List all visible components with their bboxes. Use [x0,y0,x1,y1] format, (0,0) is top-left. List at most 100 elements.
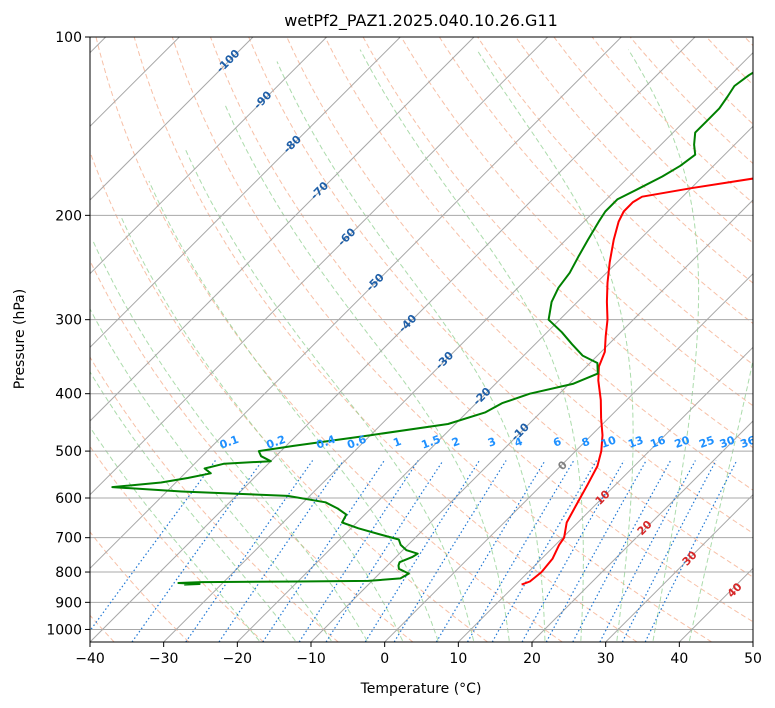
y-tick-label: 900 [55,595,82,611]
temperature-profile-line [521,177,753,586]
mixing-ratio-line [435,460,546,642]
moist-adiabat-line [276,61,546,641]
x-tick-label: 20 [523,651,541,667]
mixing-ratio-value-label: 0.4 [315,433,338,452]
isotherm-line [90,37,475,422]
mixing-ratio-value-label: 36 [739,433,758,451]
x-tick-label: 50 [744,651,762,667]
dry-adiabat-line [286,37,753,534]
x-tick-label: −10 [296,651,326,667]
moist-adiabat-line [90,426,260,642]
y-tick-label: 100 [55,30,82,46]
mixing-ratio-value-label: 2 [450,435,462,450]
isotherm-line [531,420,753,642]
isotherm-line [90,37,401,349]
moist-adiabat-line [627,49,700,641]
background-lines [90,37,753,642]
isotherm-line [310,199,753,642]
x-tick-label: 0 [380,651,389,667]
isotherm-line [90,37,254,201]
isotherm-line [384,272,753,642]
moist-adiabat-line [359,49,584,641]
x-tick-label: 40 [670,651,688,667]
y-tick-label: 800 [55,565,82,581]
mixing-ratio-value-label: 20 [673,433,692,451]
mixing-ratio-value-label: 0.1 [218,433,241,452]
moist-adiabat-line [92,239,368,642]
isotherm-line [90,37,696,642]
mixing-ratio-value-label: 25 [697,434,716,451]
dry-adiabat-line [553,37,753,244]
x-tick-label: 10 [449,651,467,667]
mixing-ratio-value-label: 3 [486,435,498,450]
dry-adiabat-line [95,37,563,642]
isotherm-line [90,37,622,570]
dry-adiabat-line [591,37,753,204]
moist-adiabat-line [224,104,510,641]
dry-adiabat-line [400,37,753,407]
isotherm-line [163,51,753,642]
dry-adiabat-line [90,356,339,642]
mixing-ratio-value-label: 0.2 [265,433,288,452]
y-tick-label: 600 [55,491,82,507]
dry-adiabat-line [210,37,753,623]
mixing-ratio-value-label: 10 [599,433,618,451]
mixing-ratio-value-label: 8 [580,435,592,450]
mixing-ratio-line [298,460,419,642]
mixing-ratio-value-label: 13 [626,434,645,451]
dry-adiabat-line [438,37,753,366]
y-tick-label: 1000 [46,622,82,638]
y-tick-label: 700 [55,531,82,547]
y-axis-label: Pressure (hPa) [12,289,28,389]
mixing-ratio-value-label: 1.5 [420,433,443,452]
dry-adiabat-line [171,37,712,642]
isotherm-line [90,37,549,496]
isotherm-line [457,346,753,642]
mixing-ratio-line [521,460,625,642]
chart-title: wetPf2_PAZ1.2025.040.10.26.G11 [284,11,558,31]
mixing-ratio-line [90,460,216,632]
x-axis-label: Temperature (°C) [360,681,482,697]
mixing-ratio-value-label: 1 [391,435,403,450]
moist-adiabat-line [688,358,753,641]
y-axis: 1000 900 800 700 600 500 400 300 200 100 [46,30,90,638]
mixing-ratio-value-label: 30 [718,433,737,451]
y-tick-label: 500 [55,444,82,460]
isotherm-line [90,37,328,275]
mixing-ratio-line [545,460,647,642]
dry-adiabat-line [90,259,414,642]
dewpoint-profile-line [111,71,753,586]
mixing-ratio-value-label: 4 [513,435,525,450]
dry-adiabat-line [248,37,753,578]
dry-adiabat-line [477,37,753,325]
moist-adiabat-line [90,370,296,642]
y-tick-label: 400 [55,387,82,403]
mixing-ratio-line [466,460,575,642]
mixing-ratio-line [262,460,385,642]
plot-frame [89,36,754,643]
dry-adiabat-line [90,150,488,642]
dry-adiabat-line [133,37,638,642]
mixing-ratio-value-label: 16 [648,433,667,451]
dry-adiabat-line [324,37,753,491]
moist-adiabat-line [90,308,332,642]
y-tick-label: 300 [55,313,82,329]
x-tick-label: −20 [223,651,253,667]
moist-adiabat-line [119,215,403,641]
sounding-profiles [111,71,753,586]
mixing-ratio-value-label: 0.6 [345,433,368,452]
isotherm-line [605,493,753,642]
x-axis: −40 −30 −20 −10 0 10 20 30 40 50 [75,642,762,667]
isotherm-line [236,125,753,642]
x-tick-label: −30 [149,651,179,667]
dry-adiabat-line [90,531,190,642]
mixing-ratio-line [218,460,344,642]
x-tick-label: 30 [597,651,615,667]
mixing-ratio-line [644,460,738,642]
mixing-ratio-line [491,460,598,642]
x-tick-label: −40 [75,651,105,667]
mixing-ratio-line [185,460,314,642]
mixing-ratio-line [131,460,263,642]
